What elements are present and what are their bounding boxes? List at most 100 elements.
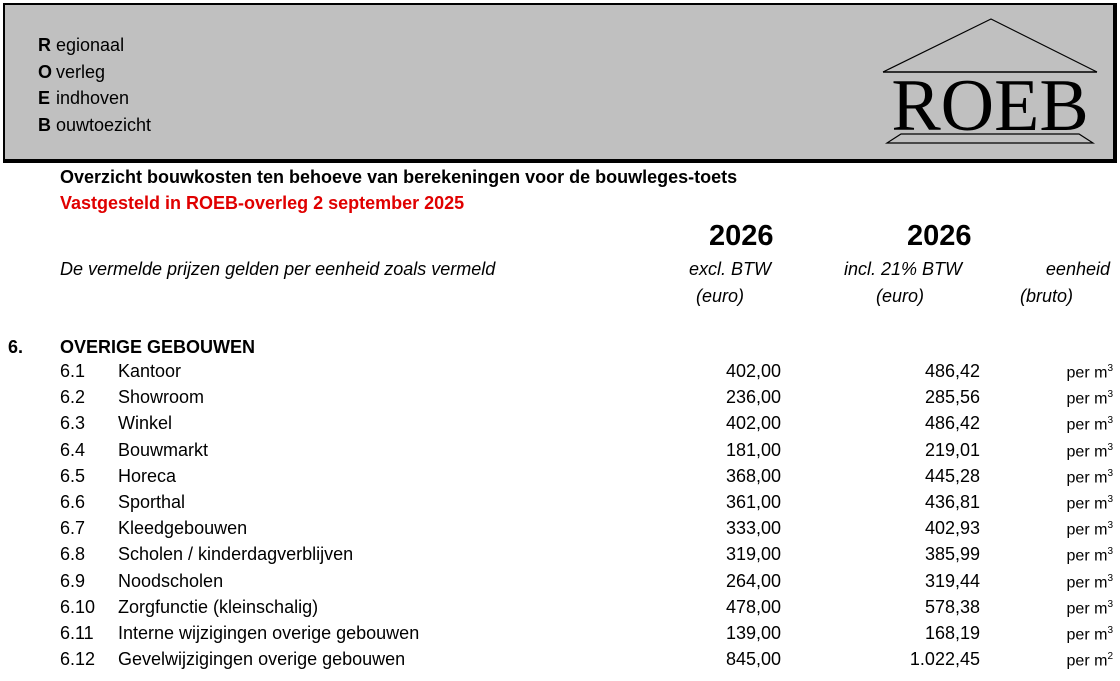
unit-text: per m — [1066, 573, 1108, 591]
table-row: 6.5 Horeca 368,00 445,28 per m3 — [0, 466, 1120, 492]
table-row: 6.8 Scholen / kinderdagverblijven 319,00… — [0, 544, 1120, 570]
unit: per m3 — [1067, 546, 1113, 565]
unit-text: per m — [1066, 364, 1108, 382]
price-excl: 333,00 — [725, 518, 781, 539]
document-subtitle: Vastgesteld in ROEB-overleg 2 september … — [60, 193, 465, 213]
price-excl: 402,00 — [725, 361, 781, 381]
unit: per m3 — [1067, 468, 1113, 487]
item-label: Scholen / kinderdagverblijven — [118, 544, 354, 565]
price-excl: 361,00 — [725, 492, 781, 512]
acronym-word: ouwtoezicht — [56, 114, 152, 135]
acronym-word: verleg — [56, 61, 106, 82]
item-label: Gevelwijzigingen overige gebouwen — [118, 649, 406, 670]
price-excl: 368,00 — [725, 465, 781, 486]
item-label: Sporthal — [118, 492, 186, 512]
unit-exponent: 3 — [1107, 415, 1113, 427]
unit-exponent: 3 — [1107, 467, 1113, 479]
table-row: 6.7 Kleedgebouwen 333,00 402,93 per m3 — [0, 518, 1120, 544]
table-row: 6.10 Zorgfunctie (kleinschalig) 478,00 5… — [0, 597, 1120, 623]
item-number: 6.3 — [60, 413, 86, 434]
unit-exponent: 3 — [1107, 494, 1113, 505]
acronym-letter: E — [38, 88, 51, 108]
price-excl: 181,00 — [725, 439, 781, 460]
table-row: 6.11 Interne wijzigingen overige gebouwe… — [0, 623, 1120, 649]
item-number: 6.5 — [60, 465, 86, 486]
item-number: 6.4 — [60, 439, 86, 460]
unit: per m3 — [1067, 442, 1113, 461]
item-number: 6.8 — [60, 544, 86, 565]
excl-header: excl. BTW — [688, 259, 771, 279]
table-row: 6.2 Showroom 236,00 285,56 per m3 — [0, 387, 1120, 413]
table-row: 6.3 Winkel 402,00 486,42 per m3 — [0, 413, 1120, 439]
item-number: 6.9 — [60, 570, 86, 591]
unit-text: per m — [1066, 600, 1108, 618]
item-label: Bouwmarkt — [118, 439, 209, 460]
item-number: 6.10 — [60, 596, 96, 617]
price-excl: 264,00 — [725, 570, 781, 591]
unit: per m3 — [1067, 389, 1113, 408]
acronym-word: egionaal — [56, 35, 125, 55]
item-number: 6.2 — [60, 387, 86, 408]
incl-currency: (euro) — [876, 286, 925, 306]
unit-text: per m — [1066, 547, 1108, 565]
unit-text: per m — [1066, 495, 1108, 513]
unit-basis: (bruto) — [1020, 286, 1074, 306]
section-number: 6. — [8, 337, 24, 357]
unit-text: per m — [1066, 652, 1108, 670]
roeb-logo: ROEB — [882, 18, 1098, 147]
unit: per m3 — [1067, 494, 1113, 513]
price-excl: 478,00 — [725, 596, 781, 617]
price-incl: 402,93 — [924, 518, 980, 539]
item-label: Showroom — [118, 387, 205, 408]
excl-currency: (euro) — [696, 286, 745, 306]
price-incl: 285,56 — [924, 387, 980, 408]
price-incl: 168,19 — [924, 623, 980, 643]
unit: per m3 — [1067, 520, 1113, 539]
table-row: 6.9 Noodscholen 264,00 319,44 per m3 — [0, 571, 1120, 597]
item-label: Zorgfunctie (kleinschalig) — [118, 596, 319, 617]
unit-exponent: 3 — [1107, 546, 1113, 558]
price-excl: 236,00 — [725, 387, 781, 408]
price-incl: 1.022,45 — [909, 649, 980, 670]
unit: per m3 — [1067, 599, 1113, 618]
price-incl: 486,42 — [924, 413, 980, 434]
price-incl: 436,81 — [924, 492, 980, 512]
price-incl: 319,44 — [924, 570, 980, 591]
price-excl: 319,00 — [725, 544, 781, 565]
item-number: 6.7 — [60, 518, 86, 539]
table-row: 6.6 Sporthal 361,00 436,81 per m3 — [0, 492, 1120, 518]
unit: per m2 — [1067, 651, 1113, 670]
unit-text: per m — [1066, 442, 1108, 460]
acronym-letter: B — [38, 114, 51, 135]
logo-text: ROEB — [891, 65, 1088, 147]
price-incl: 578,38 — [924, 596, 980, 617]
table-row: 6.12 Gevelwijzigingen overige gebouwen 8… — [0, 649, 1120, 675]
acronym-letter: R — [38, 35, 51, 55]
acronym-word: indhoven — [56, 88, 130, 108]
item-number: 6.6 — [60, 492, 86, 512]
table-row: 6.1 Kantoor 402,00 486,42 per m3 — [0, 361, 1120, 387]
unit: per m3 — [1067, 415, 1113, 434]
unit-header: eenheid — [1045, 259, 1110, 279]
price-incl: 486,42 — [924, 361, 980, 381]
unit-text: per m — [1066, 390, 1108, 408]
document-title: Overzicht bouwkosten ten behoeve van ber… — [60, 167, 738, 187]
unit-text: per m — [1066, 469, 1108, 487]
unit-exponent: 3 — [1107, 520, 1113, 532]
incl-header: incl. 21% BTW — [843, 259, 962, 279]
unit: per m3 — [1067, 625, 1113, 644]
item-label: Winkel — [118, 413, 173, 434]
unit: per m3 — [1067, 363, 1113, 382]
price-excl: 402,00 — [725, 413, 781, 434]
price-incl: 445,28 — [924, 465, 980, 486]
item-number: 6.12 — [60, 649, 96, 670]
price-excl: 139,00 — [725, 623, 781, 643]
incl-year: 2026 — [907, 220, 972, 252]
table-row: 6.4 Bouwmarkt 181,00 219,01 per m3 — [0, 440, 1120, 466]
unit-exponent: 3 — [1107, 363, 1113, 374]
